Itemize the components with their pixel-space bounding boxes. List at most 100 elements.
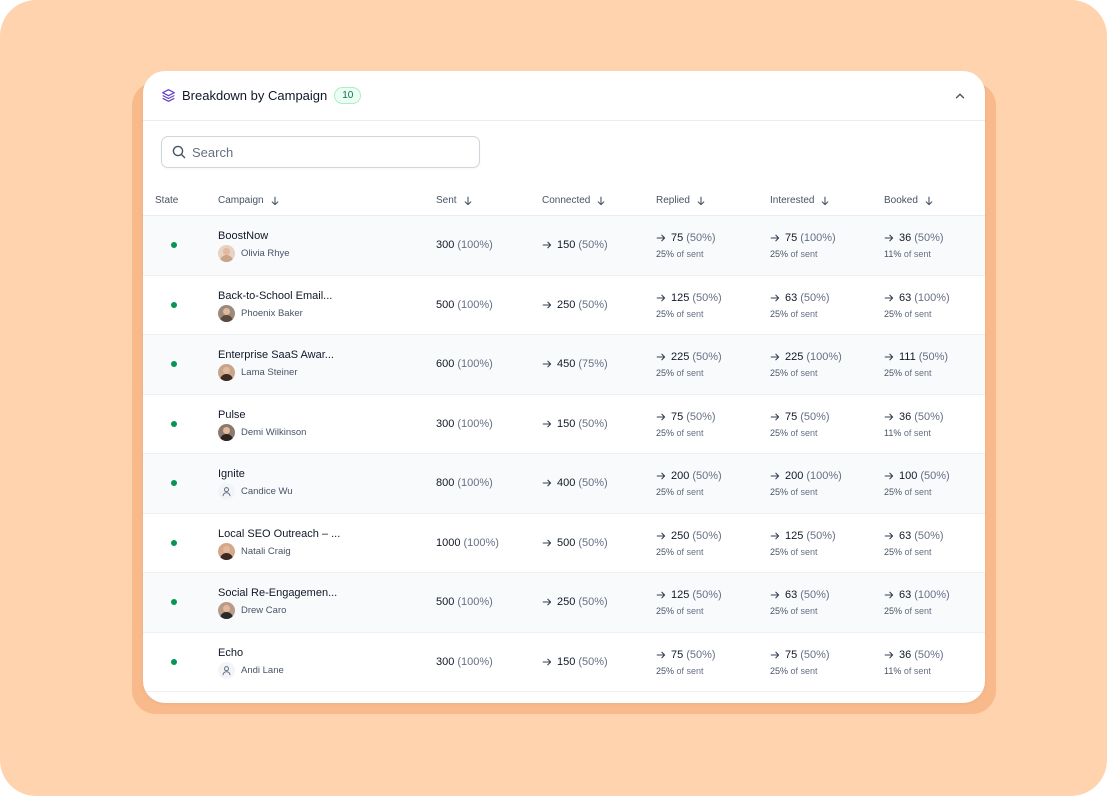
arrow-right-icon	[884, 650, 894, 660]
booked-value: 63	[899, 529, 912, 542]
interested-of-sent: 25% of sent	[770, 428, 818, 438]
campaign-owner: Olivia Rhye	[218, 245, 290, 262]
interested-sub-percent: 25%	[770, 249, 789, 259]
sent-cell: 1000 (100%)	[436, 537, 499, 549]
arrow-down-icon[interactable]	[696, 196, 706, 206]
connected-cell: 150 (50%)	[542, 239, 608, 251]
arrow-down-icon[interactable]	[924, 196, 934, 206]
arrow-right-icon	[542, 538, 552, 548]
table-row[interactable]: Echo Andi Lane 300 (100%) 150 (50%) 75 (…	[143, 633, 985, 692]
replied-value: 125	[671, 291, 690, 304]
column-label: Replied	[656, 195, 690, 206]
panel-header[interactable]: Breakdown by Campaign 10	[143, 71, 985, 121]
arrow-down-icon[interactable]	[270, 196, 280, 206]
sent-cell: 500 (100%)	[436, 299, 493, 311]
connected-cell: 500 (50%)	[542, 537, 608, 549]
campaign-name[interactable]: Enterprise SaaS Awar...	[218, 349, 334, 361]
column-label: Connected	[542, 195, 591, 206]
interested-cell: 225 (100%)	[770, 351, 842, 363]
interested-value: 125	[785, 529, 804, 542]
campaign-owner: Natali Craig	[218, 542, 291, 560]
arrow-right-icon	[542, 419, 552, 429]
campaign-name[interactable]: Local SEO Outreach – ...	[218, 527, 341, 540]
table-row[interactable]: Local SEO Outreach – ... Natali Craig 10…	[143, 514, 985, 573]
campaign-name[interactable]: Social Re-Engagemen...	[218, 587, 338, 599]
connected-cell: 400 (50%)	[542, 477, 608, 489]
interested-cell: 75 (100%)	[770, 232, 836, 244]
status-active-dot	[171, 301, 177, 308]
table-row[interactable]: Ignite Candice Wu 800 (100%) 400 (50%) 2…	[143, 454, 985, 514]
table-row[interactable]: Enterprise SaaS Awar... Lama Steiner 600…	[143, 335, 985, 395]
arrow-down-icon[interactable]	[596, 196, 606, 206]
panel-title: Breakdown by Campaign	[182, 88, 328, 103]
column-label: State	[155, 195, 179, 206]
of-sent-label: of sent	[790, 249, 818, 259]
table-row[interactable]: BoostNow Olivia Rhye 300 (100%) 150 (50%…	[143, 216, 985, 276]
arrow-down-icon[interactable]	[463, 196, 473, 206]
arrow-right-icon	[542, 657, 552, 667]
connected-value: 400	[557, 477, 576, 489]
sent-percent: (100%)	[457, 358, 493, 370]
campaign-name[interactable]: Echo	[218, 646, 244, 659]
campaign-name[interactable]: Pulse	[218, 408, 246, 421]
interested-percent: (50%)	[800, 291, 830, 304]
campaign-owner: Candice Wu	[218, 483, 293, 500]
replied-value: 125	[671, 589, 690, 601]
replied-percent: (50%)	[692, 529, 722, 542]
of-sent-label: of sent	[904, 308, 932, 319]
booked-sub-percent: 25%	[884, 546, 903, 557]
arrow-down-icon[interactable]	[820, 196, 830, 206]
column-header-state: State	[155, 195, 178, 206]
replied-of-sent: 25% of sent	[656, 428, 704, 438]
booked-cell: 100 (50%)	[884, 470, 950, 482]
replied-sub-percent: 25%	[656, 308, 675, 319]
interested-of-sent: 25% of sent	[770, 309, 818, 319]
owner-name: Andi Lane	[241, 664, 284, 676]
column-header-sent[interactable]: Sent	[436, 195, 473, 206]
of-sent-label: of sent	[676, 368, 704, 378]
booked-sub-percent: 11%	[884, 427, 902, 438]
replied-value: 75	[671, 232, 684, 244]
table-body: BoostNow Olivia Rhye 300 (100%) 150 (50%…	[143, 216, 985, 692]
status-active-dot	[171, 420, 177, 427]
campaign-name[interactable]: Back-to-School Email...	[218, 289, 333, 302]
campaign-name[interactable]: Ignite	[218, 468, 245, 480]
column-header-replied[interactable]: Replied	[656, 195, 706, 206]
replied-of-sent: 25% of sent	[656, 547, 704, 557]
table-row[interactable]: Pulse Demi Wilkinson 300 (100%) 150 (50%…	[143, 395, 985, 454]
column-header-campaign[interactable]: Campaign	[218, 195, 280, 206]
status-active-dot	[171, 361, 177, 367]
campaign-name[interactable]: BoostNow	[218, 230, 269, 242]
arrow-right-icon	[656, 471, 666, 481]
column-header-interested[interactable]: Interested	[770, 195, 830, 206]
replied-of-sent: 25% of sent	[656, 249, 704, 259]
arrow-right-icon	[770, 412, 780, 422]
arrow-right-icon	[656, 233, 666, 243]
interested-value: 63	[785, 291, 798, 304]
column-header-booked[interactable]: Booked	[884, 195, 934, 206]
booked-sub-percent: 11%	[884, 665, 902, 676]
of-sent-label: of sent	[676, 487, 704, 497]
sent-value: 300	[436, 239, 455, 251]
interested-percent: (50%)	[800, 648, 830, 661]
arrow-right-icon	[656, 650, 666, 660]
search-input[interactable]	[192, 144, 452, 160]
owner-name: Drew Caro	[241, 605, 287, 616]
user-icon	[218, 661, 235, 679]
connected-value: 150	[557, 655, 576, 668]
of-sent-label: of sent	[903, 665, 931, 676]
arrow-right-icon	[542, 240, 552, 250]
interested-cell: 200 (100%)	[770, 470, 842, 482]
connected-value: 150	[557, 417, 576, 430]
booked-cell: 63 (100%)	[884, 589, 950, 601]
sent-percent: (100%)	[457, 298, 493, 311]
replied-cell: 75 (50%)	[656, 649, 716, 661]
table-row[interactable]: Social Re-Engagemen... Drew Caro 500 (10…	[143, 573, 985, 633]
of-sent-label: of sent	[904, 368, 932, 378]
column-header-connected[interactable]: Connected	[542, 195, 606, 206]
search-box[interactable]	[161, 136, 480, 168]
table-row[interactable]: Back-to-School Email... Phoenix Baker 50…	[143, 276, 985, 335]
sent-cell: 600 (100%)	[436, 358, 493, 370]
chevron-up-icon[interactable]	[953, 89, 967, 103]
owner-name: Olivia Rhye	[241, 248, 290, 259]
